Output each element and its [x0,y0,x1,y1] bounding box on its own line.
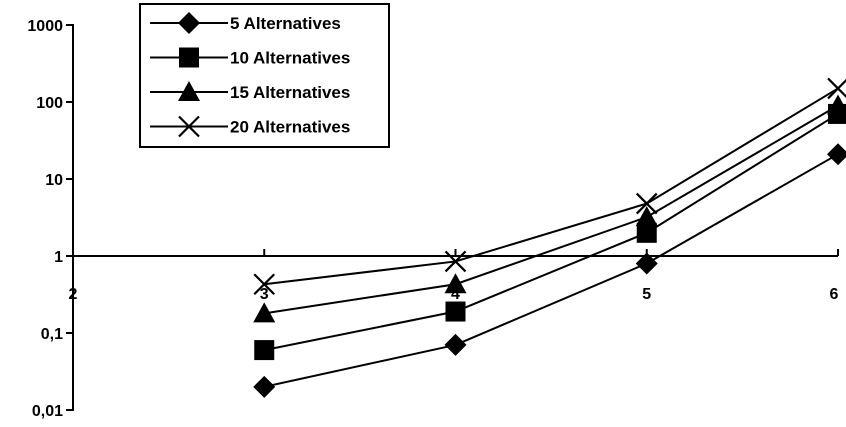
x-tick-label: 5 [642,286,651,303]
data-point [635,252,658,275]
x-tick-label: 4 [451,286,460,303]
y-tick-label: 100 [36,95,63,112]
series-line [264,87,839,286]
x-marker-stroke [253,273,276,296]
data-point [827,143,846,166]
diamond-marker [178,12,200,34]
series-4 [253,77,846,296]
data-point [635,192,658,215]
diamond-marker [635,252,658,275]
triangle-marker [253,302,276,323]
legend-label: 5 Alternatives [230,14,341,33]
legend-entry: 20 Alternatives [150,115,350,138]
series-line [264,153,839,388]
diamond-marker [253,375,276,398]
series-layer [253,77,846,398]
data-point [444,273,467,294]
legend-label: 10 Alternatives [230,49,350,68]
series-line [264,113,839,352]
x-tick-label: 3 [260,286,269,303]
data-point [635,206,658,227]
square-marker [636,222,657,243]
triangle-marker [444,273,467,294]
data-point [827,77,846,100]
data-point [444,333,467,356]
y-tick-label: 0,1 [41,326,63,343]
legend-box [139,3,390,148]
data-point [827,94,846,115]
triangle-marker [178,81,200,101]
legend-entry: 15 Alternatives [150,81,350,102]
data-point [253,302,276,323]
legend-entry: 10 Alternatives [150,47,350,68]
legend-label: 20 Alternatives [230,118,350,137]
y-tick-label: 1000 [27,18,63,35]
square-marker [254,340,275,361]
x-marker-stroke [635,192,658,215]
triangle-marker [827,94,846,115]
diamond-marker [827,143,846,166]
x-tick-label: 2 [69,286,78,303]
data-point [254,340,275,361]
square-marker [179,47,199,68]
legend-entry: 5 Alternatives [150,12,341,34]
series-line [264,104,839,315]
triangle-marker [635,206,658,227]
legend: 5 Alternatives 10 Alternatives 15 Alternat… [139,3,390,148]
square-marker [445,301,466,322]
x-marker-stroke [178,115,200,138]
x-tick-label: 6 [830,286,839,303]
y-tick-label: 1 [54,249,63,266]
series-1 [253,143,846,398]
data-point [445,301,466,322]
x-marker-stroke [827,78,846,100]
axes: 0,01 0,1 1 10 100 1000 2 3 4 5 6 [27,18,839,420]
data-point [253,273,276,296]
series-3 [253,94,846,323]
y-tick-label: 0,01 [32,403,63,420]
legend-label: 15 Alternatives [230,83,350,102]
data-point [636,222,657,243]
data-point [253,375,276,398]
y-tick-label: 10 [45,172,63,189]
x-marker-stroke [444,250,467,273]
diamond-marker [444,333,467,356]
data-point [444,250,467,273]
